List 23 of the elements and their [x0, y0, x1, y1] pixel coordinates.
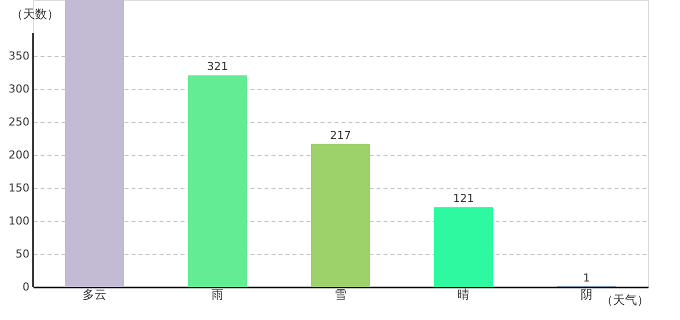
y-tick-label: 50: [16, 248, 30, 261]
y-tick-label: 300: [8, 82, 30, 96]
x-tick-label: 雪: [334, 288, 346, 302]
bar: [65, 0, 124, 287]
bar: [311, 144, 370, 287]
y-tick-label: 250: [8, 116, 30, 129]
x-axis-title: （天气）: [601, 293, 649, 307]
y-tick-label: 150: [8, 182, 30, 195]
x-tick-label: 雨: [212, 288, 224, 302]
y-tick-label: 100: [8, 214, 30, 228]
y-tick-label: 0: [22, 280, 30, 294]
y-axis-title: （天数）: [11, 7, 59, 21]
y-tick-label: 200: [8, 148, 30, 162]
data-label: 121: [453, 192, 474, 206]
data-label: 217: [330, 128, 351, 142]
bar: [188, 75, 247, 287]
data-label: 321: [207, 60, 228, 74]
x-tick-label: 阴: [580, 288, 592, 302]
y-tick-label: 350: [8, 50, 30, 63]
x-tick-label: 多云: [82, 288, 106, 302]
bar: [434, 207, 493, 287]
data-label: 1: [583, 271, 590, 284]
x-tick-label: 晴: [458, 288, 470, 302]
